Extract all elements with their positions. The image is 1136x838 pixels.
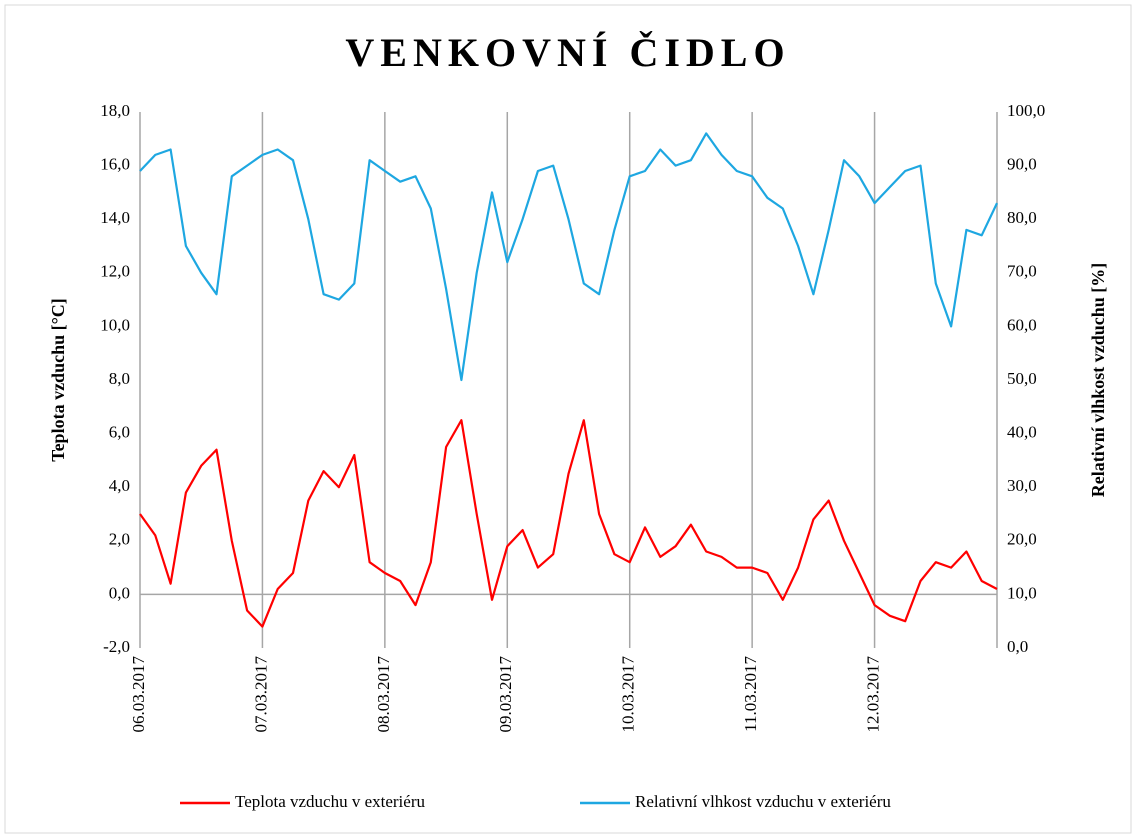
y-tick-label: 8,0 xyxy=(109,369,130,388)
y-tick-label: 6,0 xyxy=(109,423,130,442)
y-tick-label: 12,0 xyxy=(100,262,130,281)
y-tick-label: 0,0 xyxy=(109,583,130,602)
y2-tick-label: 60,0 xyxy=(1007,315,1037,334)
y2-axis-title: Relativní vlhkost vzduchu [%] xyxy=(1088,263,1108,498)
y2-tick-label: 10,0 xyxy=(1007,583,1037,602)
y-tick-label: 14,0 xyxy=(100,208,130,227)
legend-label: Teplota vzduchu v exteriéru xyxy=(235,792,425,811)
y2-tick-label: 20,0 xyxy=(1007,530,1037,549)
y-tick-label: 18,0 xyxy=(100,101,130,120)
y-tick-label: 10,0 xyxy=(100,315,130,334)
y2-tick-label: 80,0 xyxy=(1007,208,1037,227)
y2-tick-label: 100,0 xyxy=(1007,101,1045,120)
series-line xyxy=(139,132,998,382)
y2-tick-label: 0,0 xyxy=(1007,637,1028,656)
chart-title: VENKOVNÍ ČIDLO xyxy=(345,30,790,75)
x-tick-label: 12.03.2017 xyxy=(863,656,882,733)
y-tick-label: -2,0 xyxy=(103,637,130,656)
y-tick-label: 2,0 xyxy=(109,530,130,549)
y-axis-title: Teplota vzduchu [°C] xyxy=(48,298,68,462)
frame xyxy=(4,4,1132,834)
x-tick-label: 07.03.2017 xyxy=(251,656,270,733)
x-tick-label: 11.03.2017 xyxy=(741,656,760,732)
y2-tick-label: 50,0 xyxy=(1007,369,1037,388)
x-tick-label: 06.03.2017 xyxy=(129,656,148,733)
legend-label: Relativní vlhkost vzduchu v exteriéru xyxy=(635,792,891,811)
x-tick-label: 09.03.2017 xyxy=(496,656,515,733)
y2-tick-label: 70,0 xyxy=(1007,262,1037,281)
y2-tick-label: 90,0 xyxy=(1007,155,1037,174)
x-tick-label: 08.03.2017 xyxy=(374,656,393,733)
y-tick-label: 16,0 xyxy=(100,155,130,174)
y-tick-label: 4,0 xyxy=(109,476,130,495)
y2-tick-label: 30,0 xyxy=(1007,476,1037,495)
series-line xyxy=(139,419,998,628)
y2-tick-label: 40,0 xyxy=(1007,423,1037,442)
x-tick-label: 10.03.2017 xyxy=(619,656,638,733)
